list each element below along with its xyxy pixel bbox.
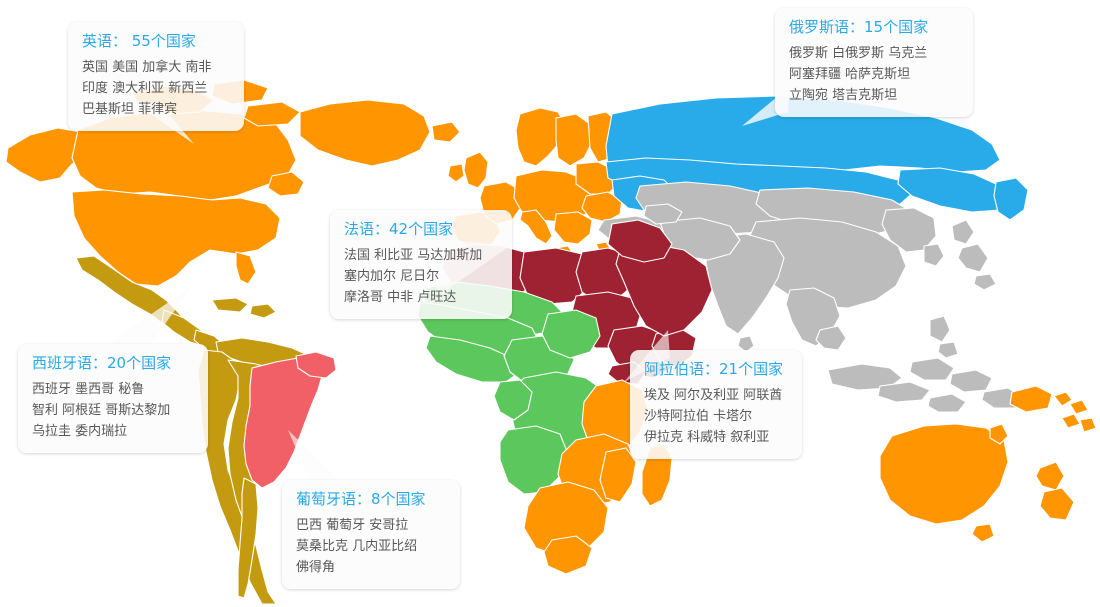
callout-english-countries: 英国 美国 加拿大 南非 印度 澳大利亚 新西兰 巴基斯坦 菲律宾	[82, 59, 212, 117]
callout-portuguese[interactable]: 葡萄牙语：8个国家 巴西 葡萄牙 安哥拉 莫桑比克 几内亚比绍 佛得角	[282, 480, 460, 589]
callout-french[interactable]: 法语：42个国家 法国 利比亚 马达加斯加 塞内加尔 尼日尔 摩洛哥 中非 卢旺…	[330, 210, 512, 319]
callout-arabic-countries: 埃及 阿尔及利亚 阿联酋 沙特阿拉伯 卡塔尔 伊拉克 科威特 叙利亚	[644, 387, 783, 445]
callout-russian-title: 俄罗斯语：15个国家	[789, 18, 929, 36]
callout-spanish-countries: 西班牙 墨西哥 秘鲁 智利 阿根廷 哥斯达黎加 乌拉圭 委内瑞拉	[32, 381, 171, 439]
callout-french-countries: 法国 利比亚 马达加斯加 塞内加尔 尼日尔 摩洛哥 中非 卢旺达	[344, 247, 483, 305]
callout-english[interactable]: 英语： 55个国家 英国 美国 加拿大 南非 印度 澳大利亚 新西兰 巴基斯坦 …	[68, 22, 244, 131]
callout-russian[interactable]: 俄罗斯语：15个国家 俄罗斯 白俄罗斯 乌克兰 阿塞拜疆 哈萨克斯坦 立陶宛 塔…	[775, 8, 973, 117]
region-brazil-portuguese	[243, 351, 337, 489]
callout-french-title: 法语：42个国家	[344, 220, 454, 238]
callout-arabic-title: 阿拉伯语：21个国家	[644, 360, 784, 378]
region-north-america-english	[5, 79, 305, 287]
callout-portuguese-title: 葡萄牙语：8个国家	[296, 490, 426, 508]
region-oceania-english	[879, 385, 1097, 543]
callout-portuguese-countries: 巴西 葡萄牙 安哥拉 莫桑比克 几内亚比绍 佛得角	[296, 517, 418, 575]
region-greenland	[299, 99, 431, 167]
callout-arabic[interactable]: 阿拉伯语：21个国家 埃及 阿尔及利亚 阿联酋 沙特阿拉伯 卡塔尔 伊拉克 科威…	[630, 350, 802, 459]
callout-spanish[interactable]: 西班牙语：20个国家 西班牙 墨西哥 秘鲁 智利 阿根廷 哥斯达黎加 乌拉圭 委…	[18, 344, 208, 453]
region-caribbean	[211, 297, 277, 319]
callout-russian-countries: 俄罗斯 白俄罗斯 乌克兰 阿塞拜疆 哈萨克斯坦 立陶宛 塔吉克斯坦	[789, 45, 928, 103]
callout-english-title: 英语： 55个国家	[82, 32, 196, 50]
region-asia-unassigned	[597, 181, 1023, 413]
callout-spanish-title: 西班牙语：20个国家	[32, 354, 172, 372]
